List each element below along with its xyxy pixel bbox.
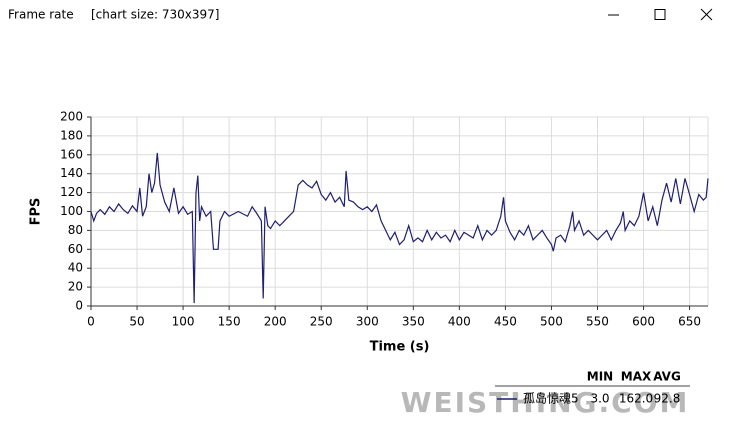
y-tick-label: 100: [60, 204, 83, 218]
x-tick-label: 450: [494, 315, 517, 329]
y-tick-label: 20: [68, 280, 83, 294]
series-line: [90, 152, 709, 304]
legend-header: MAX: [621, 370, 652, 384]
x-tick-label: 200: [264, 315, 287, 329]
watermark: WEISTHING.COM: [401, 386, 690, 419]
legend-header: AVG: [653, 370, 681, 384]
legend-stat: 3.0: [590, 392, 609, 406]
window-title: Frame rate: [8, 8, 74, 22]
x-tick-label: 0: [87, 315, 95, 329]
x-tick-label: 550: [586, 315, 609, 329]
x-axis-label: Time (s): [370, 340, 430, 355]
y-tick-label: 60: [68, 242, 83, 256]
x-tick-label: 250: [310, 315, 333, 329]
y-tick-label: 40: [68, 261, 83, 275]
close-button[interactable]: [700, 8, 713, 21]
window-subtitle: [chart size: 730x397]: [91, 8, 219, 22]
x-tick-label: 100: [172, 315, 195, 329]
x-tick-label: 300: [356, 315, 379, 329]
x-tick-label: 400: [448, 315, 471, 329]
y-tick-label: 120: [60, 185, 83, 199]
y-tick-label: 80: [68, 223, 83, 237]
y-tick-label: 160: [60, 147, 83, 161]
x-tick-label: 500: [540, 315, 563, 329]
x-tick-label: 350: [402, 315, 425, 329]
y-tick-label: 0: [75, 299, 83, 313]
x-tick-label: 600: [632, 315, 655, 329]
x-tick-label: 150: [218, 315, 241, 329]
y-axis-label: FPS: [29, 198, 44, 226]
legend-label: 孤岛惊魂5: [523, 391, 579, 406]
maximize-button[interactable]: [654, 9, 666, 20]
x-tick-label: 650: [678, 315, 701, 329]
y-tick-label: 140: [60, 166, 83, 180]
legend-stat: 92.8: [654, 392, 681, 406]
y-tick-label: 200: [60, 110, 83, 124]
legend-stat: 162.0: [619, 392, 653, 406]
x-tick-label: 50: [129, 315, 144, 329]
legend-header: MIN: [587, 370, 613, 384]
y-tick-label: 180: [60, 128, 83, 142]
